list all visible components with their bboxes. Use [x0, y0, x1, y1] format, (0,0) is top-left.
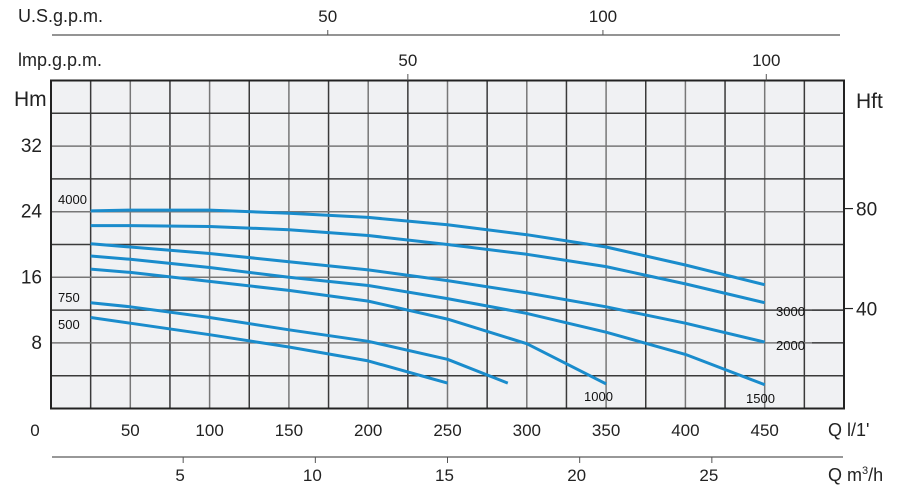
m3h-tick-label: 20: [567, 466, 586, 485]
x-tick-label: 300: [513, 421, 541, 440]
x-tick-label: 150: [275, 421, 303, 440]
x-tick-label: 450: [751, 421, 779, 440]
m3h-label-main: Q m: [828, 465, 862, 485]
y2-tick-label: 40: [856, 300, 877, 321]
x-tick-label: 200: [354, 421, 382, 440]
m3h-tick-label: 5: [175, 466, 184, 485]
curve-label-2000: 2000: [776, 338, 805, 353]
x-axis-label: Q l/1': [828, 420, 869, 440]
us-gpm-tick-label: 50: [318, 7, 337, 26]
curve-4000: [90, 208, 766, 287]
y-axis-label: Hm: [14, 88, 47, 111]
curve-label-3000: 3000: [776, 304, 805, 319]
y-tick-label: 16: [21, 267, 42, 288]
curve-label-500: 500: [58, 317, 80, 332]
imp-gpm-tick-label: 50: [398, 51, 417, 70]
curve-label-1500: 1500: [746, 391, 775, 406]
y2-tick-label: 80: [856, 200, 877, 221]
curve-label-4000: 4000: [58, 192, 87, 207]
curve-1500: [90, 254, 766, 387]
x-tick-label: 350: [592, 421, 620, 440]
curve-1000: [90, 267, 607, 386]
x-tick-label: 400: [671, 421, 699, 440]
y-tick-label: 24: [21, 202, 43, 223]
curves: [90, 208, 766, 387]
x-tick-label: 50: [121, 421, 140, 440]
m3h-tick-label: 15: [435, 466, 454, 485]
plot-border: [50, 79, 845, 410]
curve-3000: [90, 224, 766, 305]
axes: 0 50 100 150 200 250 300 350 400 4508162432804050…: [21, 7, 877, 485]
curve-500: [90, 316, 448, 385]
x-tick-label: 250: [433, 421, 461, 440]
m3h-axis-label: Q m3/h: [828, 465, 883, 485]
m3h-tick-label: 25: [699, 466, 718, 485]
us-gpm-axis-label: U.S.g.p.m.: [18, 6, 103, 26]
m3h-label-sup: 3: [862, 465, 868, 477]
curve-label-750: 750: [58, 290, 80, 305]
y2-axis-label: Hft: [856, 90, 883, 113]
imp-gpm-tick-label: 100: [752, 51, 780, 70]
us-gpm-tick-label: 100: [589, 7, 617, 26]
y-tick-label: 8: [31, 333, 42, 354]
y-tick-label: 32: [21, 136, 42, 157]
x-tick-label: 100: [195, 421, 223, 440]
curve-750: [90, 301, 509, 385]
m3h-label-tail: /h: [868, 465, 883, 485]
curve-label-1000: 1000: [584, 389, 613, 404]
x-tick-label: 0: [30, 421, 39, 440]
m3h-tick-label: 10: [303, 466, 322, 485]
imp-gpm-axis-label: lmp.g.p.m.: [18, 50, 102, 70]
curve-2000: [90, 242, 766, 344]
